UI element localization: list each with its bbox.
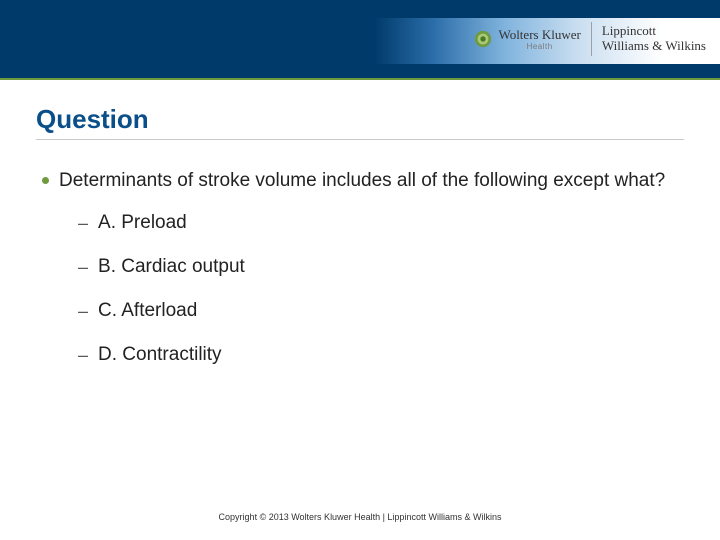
option-row: – D. Contractility	[78, 344, 684, 366]
brand-container: Wolters Kluwer Health Lippincott William…	[474, 22, 706, 56]
option-row: – C. Afterload	[78, 300, 684, 322]
slide-title: Question	[36, 104, 684, 140]
brand-secondary-block: Lippincott Williams & Wilkins	[602, 24, 706, 54]
options-list: – A. Preload – B. Cardiac output – C. Af…	[36, 212, 684, 366]
copyright-footer: Copyright © 2013 Wolters Kluwer Health |…	[0, 512, 720, 522]
brand-primary-name: Wolters Kluwer	[498, 28, 580, 41]
dash-icon: –	[78, 214, 88, 232]
bullet-icon	[42, 177, 49, 184]
brand-secondary-line2: Williams & Wilkins	[602, 39, 706, 54]
question-row: Determinants of stroke volume includes a…	[36, 168, 684, 194]
wolters-kluwer-block: Wolters Kluwer Health	[474, 28, 580, 51]
header-bottom-stripe	[0, 64, 720, 78]
option-row: – B. Cardiac output	[78, 256, 684, 278]
dash-icon: –	[78, 346, 88, 364]
brand-secondary-line1: Lippincott	[602, 24, 706, 39]
question-text: Determinants of stroke volume includes a…	[59, 168, 665, 194]
option-text: D. Contractility	[98, 344, 222, 366]
wolters-kluwer-logo-icon	[474, 30, 492, 48]
option-text: C. Afterload	[98, 300, 197, 322]
header-banner: Wolters Kluwer Health Lippincott William…	[0, 0, 720, 78]
option-text: B. Cardiac output	[98, 256, 245, 278]
slide-content: Question Determinants of stroke volume i…	[0, 80, 720, 366]
brand-primary-sub: Health	[527, 43, 553, 51]
option-row: – A. Preload	[78, 212, 684, 234]
dash-icon: –	[78, 302, 88, 320]
header-top-stripe	[0, 0, 720, 18]
option-text: A. Preload	[98, 212, 187, 234]
dash-icon: –	[78, 258, 88, 276]
brand-divider	[591, 22, 592, 56]
